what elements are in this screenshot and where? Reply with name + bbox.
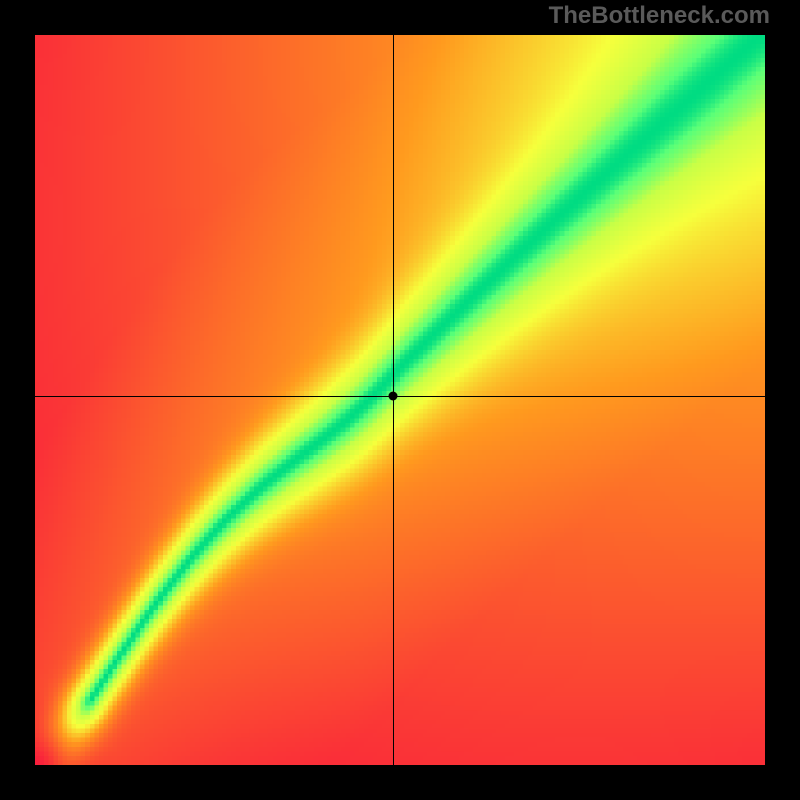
watermark-text: TheBottleneck.com [549, 2, 770, 30]
heatmap-canvas [35, 35, 765, 765]
heatmap-plot [35, 35, 765, 765]
crosshair-marker [388, 392, 397, 401]
crosshair-horizontal [35, 396, 765, 397]
